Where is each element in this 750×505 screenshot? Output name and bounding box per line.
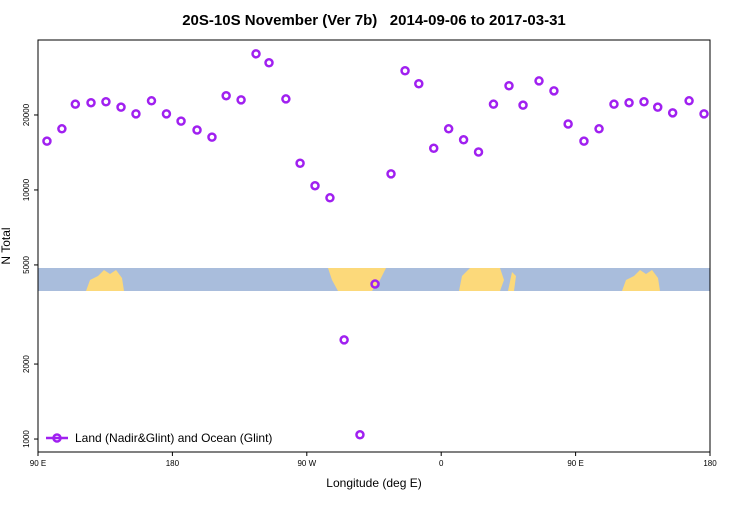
point <box>488 99 499 109</box>
land-shape <box>508 272 516 291</box>
plot-frame <box>37 39 711 453</box>
y-tick-label: 10000 <box>22 178 31 201</box>
point <box>386 169 396 179</box>
point <box>624 97 634 108</box>
point <box>639 97 649 107</box>
point <box>161 109 172 119</box>
point <box>236 95 246 105</box>
x-axis-label: Longitude (deg E) <box>326 476 421 490</box>
y-tick-label: 5000 <box>22 255 31 273</box>
y-tick-label: 20000 <box>22 103 31 126</box>
point <box>42 136 52 146</box>
point <box>207 132 217 142</box>
point <box>310 180 320 191</box>
x-tick-label: 90 E <box>567 459 583 468</box>
point <box>355 430 365 440</box>
point <box>70 99 81 109</box>
point <box>594 124 604 134</box>
land-shape <box>459 268 504 291</box>
point <box>264 58 274 68</box>
point <box>131 109 141 119</box>
x-tick-label: 90 W <box>297 459 316 468</box>
point <box>325 193 335 203</box>
land-shape <box>86 270 124 291</box>
point <box>281 94 291 104</box>
point <box>251 49 261 59</box>
point <box>652 102 663 112</box>
point <box>400 66 410 76</box>
point <box>563 119 573 129</box>
point <box>370 279 380 289</box>
point <box>116 102 126 112</box>
point <box>549 86 559 96</box>
point <box>176 116 186 126</box>
point <box>86 97 96 108</box>
point <box>146 96 157 106</box>
point <box>504 81 514 91</box>
legend-label: Land (Nadir&Glint) and Ocean (Glint) <box>75 431 272 445</box>
point <box>667 108 678 118</box>
x-tick-label: 0 <box>439 459 444 468</box>
point <box>414 78 424 89</box>
point <box>101 97 111 107</box>
x-tick-label: 180 <box>703 459 717 468</box>
point <box>295 158 305 169</box>
chart-title: 20S-10S November (Ver 7b) 2014-09-06 to … <box>182 12 566 29</box>
point <box>609 99 619 109</box>
x-tick-label: 180 <box>166 459 180 468</box>
y-tick-label: 2000 <box>22 355 31 373</box>
land-shape <box>622 270 660 291</box>
point <box>699 109 709 119</box>
x-tick-label: 90 E <box>30 459 46 468</box>
legend-marker <box>52 433 62 443</box>
point <box>473 147 484 157</box>
point <box>579 136 589 146</box>
point <box>57 124 67 134</box>
point <box>534 76 544 86</box>
point <box>443 124 454 134</box>
point <box>192 125 202 135</box>
point <box>428 143 439 154</box>
point <box>221 90 231 101</box>
point <box>339 335 349 345</box>
y-tick-label: 1000 <box>22 430 31 448</box>
y-axis-label: N Total <box>0 227 13 264</box>
point <box>518 100 528 110</box>
point <box>684 96 694 106</box>
point <box>458 135 469 145</box>
